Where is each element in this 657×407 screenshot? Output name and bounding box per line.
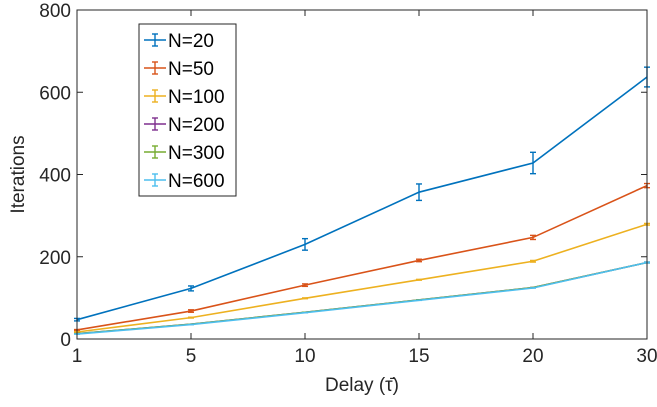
legend-label: N=600 [168,171,225,192]
legend-item: N=200 [144,115,225,136]
legend-box [138,23,237,197]
series-line [76,76,648,321]
series-n-50 [74,182,650,332]
legend-label: N=50 [168,59,214,80]
y-tick-label: 800 [39,1,71,22]
x-tick-label: 30 [636,346,657,367]
legend-item: N=300 [144,143,225,164]
legend-label: N=100 [168,87,225,108]
series-n-20 [74,66,650,322]
y-tick-label: 400 [39,166,71,187]
legend-item: N=50 [144,59,214,80]
x-tick-label: 20 [522,346,543,367]
y-tick-label: 600 [39,83,71,104]
x-tick-label: 5 [186,346,197,367]
x-tick-label: 15 [408,346,429,367]
series-line [76,223,648,333]
legend-label: N=20 [168,31,214,52]
series-n-100 [74,222,650,334]
x-tick-label: 1 [72,346,83,367]
legend: N=20 N=50 N=100 N=200 N=300 N=600 [138,23,237,197]
legend-item: N=600 [144,171,225,192]
x-axis-label: Delay (τ̄) [325,375,399,396]
series-line [76,261,648,335]
legend-label: N=300 [168,143,225,164]
y-tick-label: 200 [39,248,71,269]
y-axis-label: Iterations [8,135,29,213]
plot-area [74,66,650,335]
y-tick-label: 0 [60,330,71,351]
legend-item: N=20 [144,31,214,52]
legend-item: N=100 [144,87,225,108]
series-line [76,184,648,331]
x-tick-label: 10 [294,346,315,367]
legend-label: N=200 [168,115,225,136]
